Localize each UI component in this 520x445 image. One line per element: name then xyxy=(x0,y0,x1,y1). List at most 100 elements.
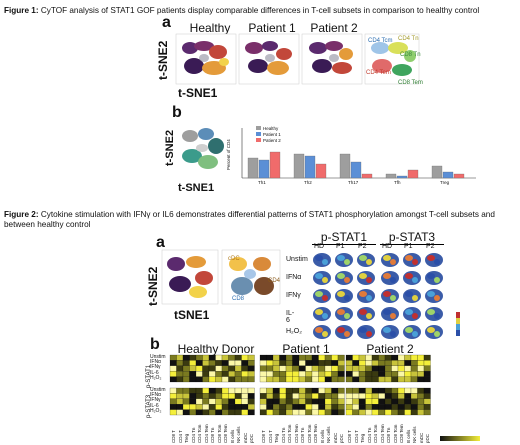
heatmap-cell xyxy=(215,404,223,410)
heatmap-cell xyxy=(176,393,184,399)
heatmap-cell xyxy=(259,409,267,416)
heatmap-cell xyxy=(417,371,425,377)
heatmap-cell xyxy=(337,409,345,416)
subcol-p2-1: P2 xyxy=(358,243,367,250)
heatmap-cell xyxy=(221,393,229,399)
phospho-cell xyxy=(425,289,443,303)
heatmap-cell xyxy=(279,387,287,394)
heatmap-cell xyxy=(311,365,319,372)
heatmap-cell xyxy=(391,404,399,410)
heatmap-cell xyxy=(305,404,313,410)
heatmap-cell xyxy=(292,354,300,361)
heatmap-cell xyxy=(241,393,249,399)
heatmap-cell xyxy=(228,393,236,399)
heatmap-cell xyxy=(279,409,287,416)
heatmap-cell xyxy=(410,387,418,394)
heatmap-cell xyxy=(410,371,418,377)
fig1-col-patient2: Patient 2 xyxy=(310,21,358,35)
subcol-p1-2: P1 xyxy=(404,243,413,250)
heatmap-cell xyxy=(423,365,431,372)
heatmap-cell xyxy=(305,360,313,366)
heatmap-cell xyxy=(384,371,392,377)
fig1-bar xyxy=(453,173,465,179)
heatmap-cell xyxy=(352,387,360,394)
heatmap-cell xyxy=(234,360,242,366)
heatmap-cell xyxy=(371,404,379,410)
heatmap-cell xyxy=(169,376,177,383)
heatmap-cell xyxy=(221,365,229,372)
phospho-cell xyxy=(425,307,443,321)
heatmap-cell xyxy=(285,354,293,361)
heatmap-cell xyxy=(182,387,190,394)
heatmap-cell xyxy=(189,387,197,394)
heatmap-cell xyxy=(182,404,190,410)
heatmap-cell xyxy=(195,404,203,410)
heatmap-cell xyxy=(391,354,399,361)
heatmap-cell xyxy=(259,376,267,383)
heatmap-cell xyxy=(352,360,360,366)
heat-colorbar xyxy=(440,436,480,441)
heatmap-cell xyxy=(195,354,203,361)
heat-row-label: Unstim xyxy=(150,386,166,393)
fig1-bar-legend: Healthy Patient 1 Patient 2 xyxy=(256,126,281,144)
heatmap-cell xyxy=(247,360,255,366)
heatmap-cell xyxy=(358,365,366,372)
heatmap-cell xyxy=(305,398,313,405)
bar-xlabel-th17: Th17 xyxy=(348,180,359,185)
heatmap-cell xyxy=(305,365,313,372)
heatmap-cell xyxy=(384,360,392,366)
heat-col-label: CD4 Tcm xyxy=(197,424,202,443)
heatmap-cell xyxy=(345,404,353,410)
heatmap-cell xyxy=(397,365,405,372)
heatmap-cell xyxy=(169,393,177,399)
heatmap-cell xyxy=(410,376,418,383)
heatmap-cell xyxy=(259,398,267,405)
heatmap-cell xyxy=(337,398,345,405)
heatmap-cell xyxy=(189,376,197,383)
heatmap-cell xyxy=(324,360,332,366)
heatmap-cell xyxy=(202,387,210,394)
heat-col-label: NK cells xyxy=(412,426,417,443)
figure2-caption-text: Cytokine stimulation with IFNγ or IL6 de… xyxy=(4,210,495,229)
heatmap-cell xyxy=(410,354,418,361)
map-label-cd8tn: CD8 Tn xyxy=(400,52,421,58)
heatmap-cell xyxy=(345,409,353,416)
heatmap-cell xyxy=(215,409,223,416)
heatmap-cell xyxy=(318,354,326,361)
heatmap-cell xyxy=(259,404,267,410)
heatmap-cell xyxy=(169,354,177,361)
heatmap-cell xyxy=(397,387,405,394)
heat-col-label: CD8 Tcm xyxy=(216,424,222,443)
heat-col-label: CD4 T xyxy=(267,430,273,443)
heatmap-cell xyxy=(279,404,287,410)
heatmap-cell xyxy=(208,409,216,416)
phospho-cell xyxy=(357,289,375,303)
heatmap-cell xyxy=(365,393,373,399)
heatmap-cell xyxy=(404,376,412,383)
heatmap-cell xyxy=(259,365,267,372)
heatmap-cell xyxy=(266,409,274,416)
heatmap-cell xyxy=(247,376,255,383)
heat-row-label: H₂O₂ xyxy=(150,375,162,382)
heatmap-cell xyxy=(259,371,267,377)
heatmap-cell xyxy=(215,360,223,366)
heatmap-cell xyxy=(423,404,431,410)
heat-col-label: pDC xyxy=(425,433,430,443)
heatmap-cell xyxy=(311,393,319,399)
heatmap-cell xyxy=(311,354,319,361)
heatmap-cell xyxy=(266,398,274,405)
heat-col-label: CD8 Tn xyxy=(386,427,391,443)
heatmap-cell xyxy=(234,387,242,394)
heatmap-cell xyxy=(292,376,300,383)
heatmap-cell xyxy=(189,360,197,366)
heatmap-cell xyxy=(176,360,184,366)
heatmap-cell xyxy=(292,360,300,366)
phospho-cell xyxy=(381,253,399,267)
heatmap-cell xyxy=(358,360,366,366)
heat-col-label: CD8 Tem xyxy=(313,424,318,443)
heatmap-cell xyxy=(371,409,379,416)
heat-row-label: IL-6 xyxy=(150,402,159,409)
heatmap-cell xyxy=(384,365,392,372)
phospho-cell xyxy=(403,289,421,303)
heatmap-cell xyxy=(215,365,223,372)
